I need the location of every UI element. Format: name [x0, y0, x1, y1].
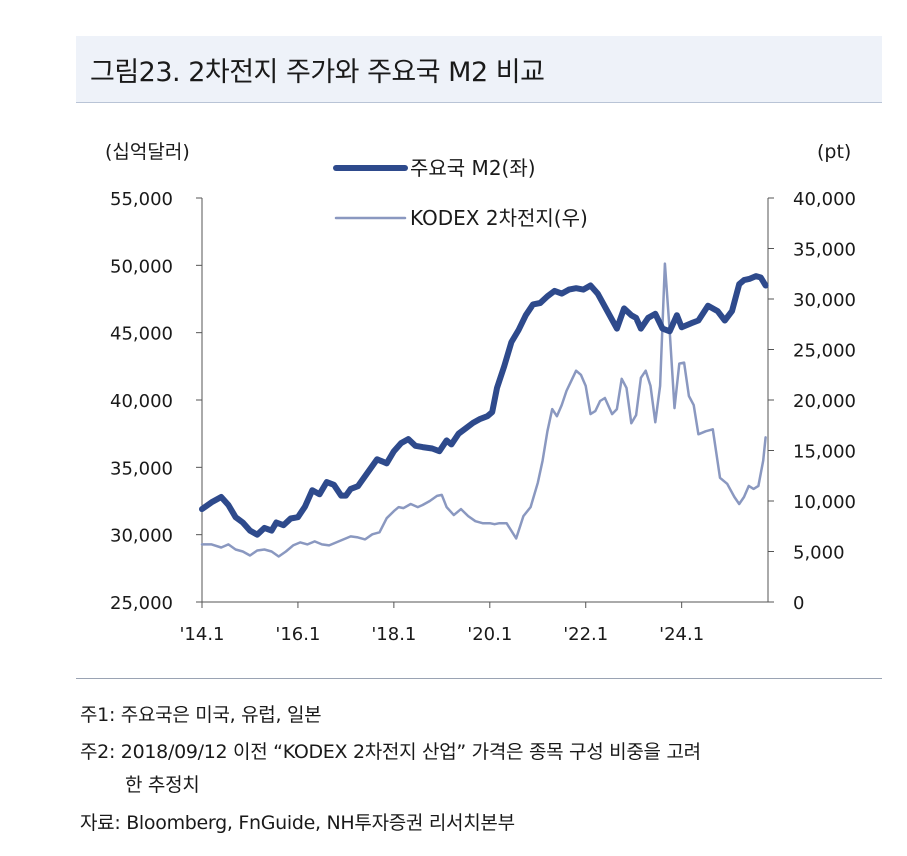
title-bar: 그림23. 2차전지 주가와 주요국 M2 비교 [76, 36, 882, 103]
left-tick-label: 40,000 [110, 391, 173, 412]
right-tick-label: 0 [793, 593, 804, 614]
divider [76, 678, 882, 679]
right-tick-label: 15,000 [793, 442, 856, 463]
x-tick-label: '20.1 [467, 624, 512, 645]
right-axis-unit: (pt) [817, 141, 851, 163]
note-2: 주2: 2018/09/12 이전 “KODEX 2차전지 산업” 가격은 종목… [80, 741, 701, 763]
right-tick-label: 10,000 [793, 492, 856, 513]
x-tick-label: '16.1 [275, 624, 320, 645]
right-tick-label: 40,000 [793, 189, 856, 210]
chart: 25,000 30,000 35,000 40,000 45,000 50,000 55,0… [105, 141, 856, 645]
x-tick-label: '14.1 [179, 624, 224, 645]
legend-kodex-label: KODEX 2차전지(우) [410, 206, 588, 230]
right-tick-label: 25,000 [793, 341, 856, 362]
note-2-continued: 한 추정치 [125, 774, 200, 796]
x-tick-label: '18.1 [371, 624, 416, 645]
left-tick-label: 50,000 [110, 256, 173, 277]
left-tick-label: 25,000 [110, 593, 173, 614]
figure-title: 그림23. 2차전지 주가와 주요국 M2 비교 [90, 57, 545, 88]
left-axis-unit: (십억달러) [105, 141, 190, 163]
left-tick-label: 30,000 [110, 526, 173, 547]
left-tick-label: 55,000 [110, 189, 173, 210]
note-1: 주1: 주요국은 미국, 유럽, 일본 [80, 704, 322, 726]
x-tick-label: '24.1 [659, 624, 704, 645]
left-tick-label: 35,000 [110, 458, 173, 479]
source-note: 자료: Bloomberg, FnGuide, NH투자증권 리서치본부 [80, 812, 515, 834]
left-tick-label: 45,000 [110, 324, 173, 345]
right-tick-label: 20,000 [793, 391, 856, 412]
right-tick-label: 30,000 [793, 290, 856, 311]
right-tick-label: 35,000 [793, 240, 856, 261]
right-tick-label: 5,000 [793, 543, 845, 564]
series-kodex-line [200, 262, 767, 558]
legend-m2-label: 주요국 M2(좌) [410, 156, 536, 180]
x-tick-label: '22.1 [563, 624, 608, 645]
series-m2-line [199, 273, 769, 538]
